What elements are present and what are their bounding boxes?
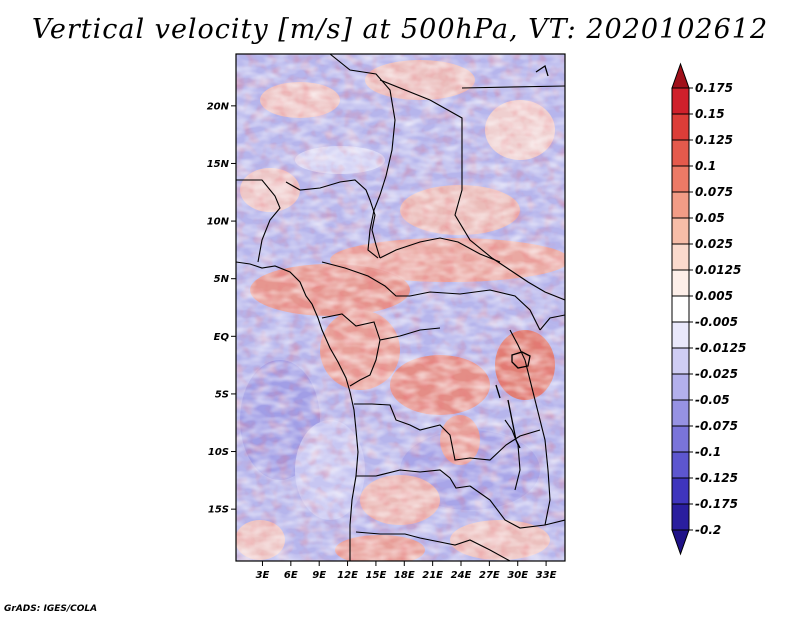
colorbar: 0.175 0.15 0.125 0.1 0.075 0.05 0.025 0.0125 0.0… (671, 62, 746, 556)
lon-label: 24E (451, 570, 472, 581)
colorbar-label: -0.005 (695, 315, 738, 329)
lon-label: 27E (479, 570, 500, 581)
colorbar-label: -0.125 (695, 471, 738, 485)
colorbar-swatch (671, 503, 690, 531)
colorbar-label: -0.1 (695, 445, 721, 459)
grads-credit: GrADS: IGES/COLA (4, 604, 98, 614)
coastline (236, 261, 359, 561)
map-title: Vertical velocity [m/s] at 500hPa, VT: 2… (31, 14, 769, 45)
lon-label: 15E (366, 570, 387, 581)
colorbar-label: 0.1 (695, 159, 716, 173)
lakes (495, 64, 549, 449)
colorbar-swatch (671, 113, 690, 141)
lon-label: 9E (312, 570, 326, 581)
lat-label: 15N (207, 159, 230, 170)
lon-label: 12E (337, 570, 358, 581)
colorbar-swatch (671, 451, 690, 479)
colorbar-swatch (671, 477, 690, 505)
colorbar-label: -0.2 (695, 523, 721, 537)
colorbar-swatch (671, 269, 690, 297)
colorbar-label: 0.05 (695, 211, 725, 225)
colorbar-label: -0.175 (695, 497, 738, 511)
colorbar-swatch (671, 217, 690, 245)
lat-label: 5S (215, 389, 229, 400)
colorbar-label: -0.0125 (695, 341, 746, 355)
lon-label: 21E (422, 570, 443, 581)
colorbar-label: 0.0125 (695, 263, 741, 277)
colorbar-swatch (671, 321, 690, 349)
lat-label: 10S (208, 447, 229, 458)
lon-label: 3E (256, 570, 270, 581)
colorbar-label: 0.15 (695, 107, 725, 121)
lat-label: 10N (207, 217, 230, 228)
colorbar-label: 0.175 (695, 81, 733, 95)
map-panel (236, 54, 565, 561)
colorbar-swatch (671, 191, 690, 219)
colorbar-bottom-arrow (671, 529, 690, 556)
lon-label: 18E (394, 570, 415, 581)
country-borders (236, 54, 565, 561)
lon-label: 33E (536, 570, 557, 581)
colorbar-swatch (671, 347, 690, 375)
latitude-axis: 20N 15N 10N 5N EQ 5S 10S 15S (207, 101, 236, 516)
colorbar-label: 0.025 (695, 237, 733, 251)
colorbar-label: -0.075 (695, 419, 738, 433)
colorbar-swatch (671, 425, 690, 453)
colorbar-swatch (671, 373, 690, 401)
colorbar-swatch (671, 165, 690, 193)
colorbar-swatch (671, 139, 690, 167)
lat-label: 15S (208, 505, 229, 516)
lon-label: 30E (507, 570, 528, 581)
colorbar-label: 0.075 (695, 185, 733, 199)
colorbar-swatch (671, 243, 690, 271)
map-frame (235, 53, 566, 562)
lat-label: 20N (207, 101, 230, 112)
colorbar-label: -0.025 (695, 367, 738, 381)
colorbar-label: -0.05 (695, 393, 730, 407)
lat-label: 5N (214, 274, 230, 285)
colorbar-swatch (671, 295, 690, 323)
lat-label: EQ (214, 332, 230, 343)
colorbar-label: 0.125 (695, 133, 733, 147)
colorbar-swatch (671, 87, 690, 115)
lon-label: 6E (284, 570, 298, 581)
colorbar-top-arrow (671, 62, 690, 89)
longitude-axis: 3E 6E 9E 12E 15E 18E 21E 24E 27E 30E 33E (256, 561, 557, 581)
colorbar-label: 0.005 (695, 289, 733, 303)
colorbar-swatch (671, 399, 690, 427)
field-texture (236, 54, 565, 561)
